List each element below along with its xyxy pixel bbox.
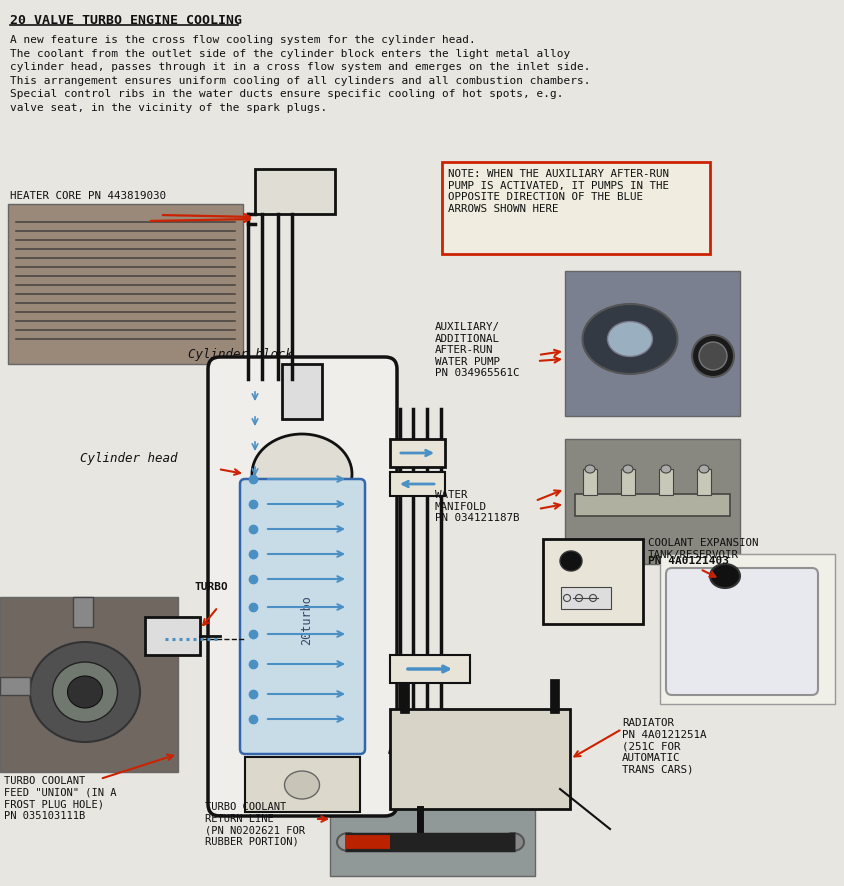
FancyBboxPatch shape	[208, 358, 397, 816]
Bar	[543, 540, 643, 625]
Bar	[330, 794, 535, 876]
Text: A new feature is the cross flow cooling system for the cylinder head.: A new feature is the cross flow cooling …	[10, 35, 476, 45]
Bar	[73, 597, 93, 627]
Text: COOLANT EXPANSION
TANK/RESERVOIR: COOLANT EXPANSION TANK/RESERVOIR	[648, 538, 759, 559]
Ellipse shape	[68, 676, 102, 708]
Text: 20 VALVE TURBO ENGINE COOLING: 20 VALVE TURBO ENGINE COOLING	[10, 14, 242, 27]
Bar	[8, 205, 243, 364]
Bar	[145, 618, 200, 656]
Ellipse shape	[692, 336, 734, 377]
Text: Cylinder head: Cylinder head	[80, 452, 177, 464]
Ellipse shape	[284, 771, 320, 799]
Text: HEATER CORE PN 443819030: HEATER CORE PN 443819030	[10, 190, 166, 201]
Bar	[583, 470, 597, 495]
Ellipse shape	[608, 323, 652, 357]
Ellipse shape	[710, 564, 740, 588]
Ellipse shape	[52, 662, 117, 722]
Bar	[245, 758, 360, 812]
Bar	[565, 272, 740, 416]
Bar	[0, 597, 178, 772]
Text: Cylinder block: Cylinder block	[188, 347, 293, 361]
Ellipse shape	[252, 434, 352, 515]
Bar	[390, 656, 470, 683]
Ellipse shape	[585, 465, 595, 473]
Ellipse shape	[661, 465, 671, 473]
Text: WATER
MANIFOLD
PN 034121187B: WATER MANIFOLD PN 034121187B	[435, 489, 520, 523]
Text: TURBO: TURBO	[195, 581, 229, 591]
Bar	[565, 439, 740, 564]
Bar	[561, 587, 611, 610]
Bar	[575, 494, 730, 517]
Text: Special control ribs in the water ducts ensure specific cooling of hot spots, e.: Special control ribs in the water ducts …	[10, 89, 564, 99]
Text: TURBO COOLANT
FEED "UNION" (IN A
FROST PLUG HOLE)
PN 035103111B: TURBO COOLANT FEED "UNION" (IN A FROST P…	[4, 775, 116, 820]
Text: AUXILIARY/
ADDITIONAL
AFTER-RUN
WATER PUMP
PN 034965561C: AUXILIARY/ ADDITIONAL AFTER-RUN WATER PU…	[435, 322, 520, 378]
Ellipse shape	[699, 465, 709, 473]
Bar	[0, 677, 30, 696]
Ellipse shape	[502, 833, 524, 851]
Ellipse shape	[560, 551, 582, 571]
Text: valve seat, in the vicinity of the spark plugs.: valve seat, in the vicinity of the spark…	[10, 103, 327, 113]
FancyBboxPatch shape	[240, 479, 365, 754]
Ellipse shape	[623, 465, 633, 473]
Ellipse shape	[337, 833, 359, 851]
Bar	[621, 470, 635, 495]
Text: 20turbo: 20turbo	[300, 595, 313, 644]
Text: TURBO COOLANT
RETURN LINE
(PN N0202621 FOR
RUBBER PORTION): TURBO COOLANT RETURN LINE (PN N0202621 F…	[205, 801, 305, 846]
Ellipse shape	[699, 343, 727, 370]
Ellipse shape	[582, 305, 678, 375]
Bar	[442, 163, 710, 254]
Bar	[390, 472, 445, 496]
Bar	[660, 555, 835, 704]
Text: PN 4A0121403: PN 4A0121403	[648, 556, 729, 565]
Text: NOTE: WHEN THE AUXILIARY AFTER-RUN
PUMP IS ACTIVATED, IT PUMPS IN THE
OPPOSITE D: NOTE: WHEN THE AUXILIARY AFTER-RUN PUMP …	[448, 169, 669, 214]
FancyBboxPatch shape	[666, 568, 818, 696]
Text: The coolant from the outlet side of the cylinder block enters the light metal al: The coolant from the outlet side of the …	[10, 49, 571, 58]
Bar	[255, 170, 335, 214]
Bar	[659, 470, 673, 495]
Bar	[390, 439, 445, 468]
Ellipse shape	[30, 642, 140, 742]
Bar	[282, 364, 322, 420]
Bar	[697, 470, 711, 495]
Text: RADIATOR
PN 4A0121251A
(251C FOR
AUTOMATIC
TRANS CARS): RADIATOR PN 4A0121251A (251C FOR AUTOMAT…	[622, 717, 706, 773]
Text: This arrangement ensures uniform cooling of all cylinders and all combustion cha: This arrangement ensures uniform cooling…	[10, 75, 591, 85]
Bar	[390, 709, 570, 809]
Text: cylinder head, passes through it in a cross flow system and emerges on the inlet: cylinder head, passes through it in a cr…	[10, 62, 591, 72]
